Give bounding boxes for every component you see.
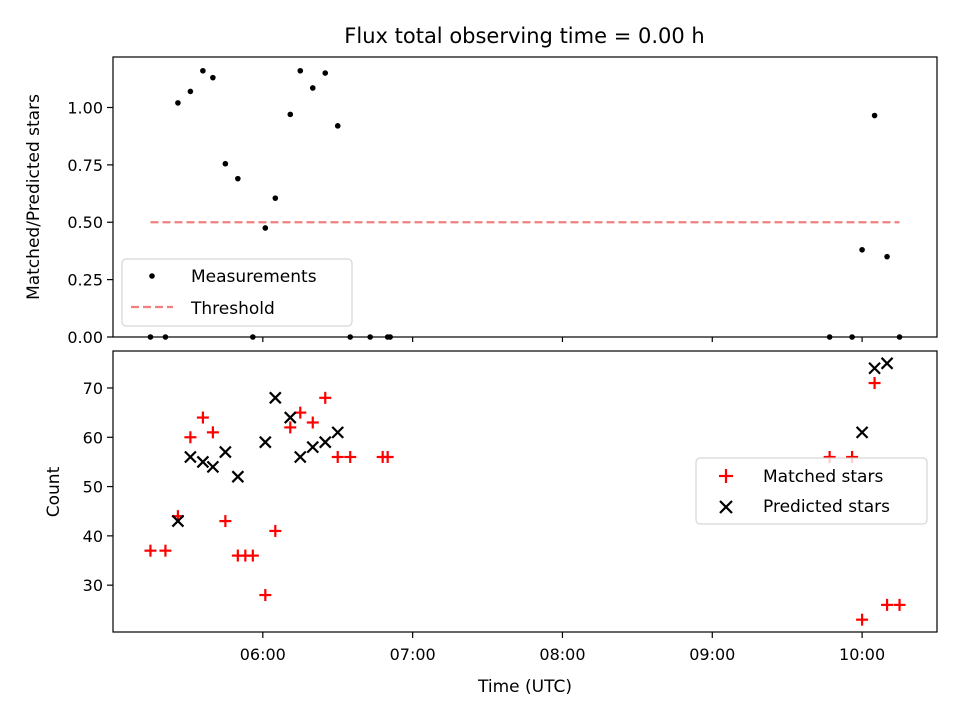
predicted-star-point xyxy=(231,470,245,483)
count-y-tick-label: 30 xyxy=(83,576,103,595)
predicted-star-point xyxy=(206,460,220,474)
predicted-star-point xyxy=(196,455,210,469)
predicted-star-point xyxy=(293,450,307,464)
ratio-plot-frame xyxy=(112,56,938,338)
matched-star-point xyxy=(331,450,344,463)
matched-star-point xyxy=(344,450,357,463)
ratio-y-tick-label: 0.75 xyxy=(67,156,103,175)
ratio-x-ticks xyxy=(262,337,863,342)
ratio-legend-box xyxy=(121,258,353,327)
ratio-y-tick-label: 0.25 xyxy=(67,271,103,290)
count-y-tick-label: 60 xyxy=(83,428,103,447)
ratio-y-tick-label: 1.00 xyxy=(67,98,103,117)
count-y-tick-label: 70 xyxy=(83,379,103,398)
predicted-star-point xyxy=(855,426,869,439)
measurement-point xyxy=(272,195,279,201)
predicted-star-point xyxy=(318,435,332,449)
measurement-point xyxy=(262,225,269,231)
count-plot-frame xyxy=(112,350,938,633)
predicted-star-point xyxy=(331,426,345,439)
matched-star-point xyxy=(219,515,232,528)
matched-star-point xyxy=(319,391,332,404)
measurement-point xyxy=(334,123,341,129)
chart-title: Flux total observing time = 0.00 h xyxy=(344,24,704,48)
predicted-star-point xyxy=(184,450,197,464)
ratio-marks xyxy=(147,67,903,340)
legend-threshold-label: Threshold xyxy=(190,299,275,319)
legend-matched-label: Matched stars xyxy=(763,467,883,487)
measurement-point xyxy=(200,67,206,74)
predicted-star-point xyxy=(284,411,297,424)
count-y-axis-label: Count xyxy=(44,466,64,517)
count-legend: Matched stars Predicted stars xyxy=(695,457,928,525)
measurement-point xyxy=(210,74,216,81)
ratio-y-tick-label: 0.00 xyxy=(67,328,103,347)
matched-star-point xyxy=(306,416,319,429)
ratio-y-tick-label: 0.50 xyxy=(67,213,103,232)
measurement-point xyxy=(859,246,865,253)
matched-star-point xyxy=(881,598,894,611)
legend-predicted-label: Predicted stars xyxy=(763,497,890,517)
count-x-tick-label: 10:00 xyxy=(839,645,885,664)
predicted-star-point xyxy=(259,435,272,449)
count-y-tick-label: 50 xyxy=(83,478,103,497)
matched-star-point xyxy=(259,589,272,602)
measurement-point xyxy=(222,160,229,167)
count-x-tick-label: 07:00 xyxy=(390,645,436,664)
count-x-tick-label: 09:00 xyxy=(689,645,735,664)
measurement-point xyxy=(297,67,304,74)
ratio-y-ticks: 0.00 0.25 0.50 0.75 1.00 xyxy=(67,98,113,347)
count-marks xyxy=(144,357,906,626)
count-panel: Count Time (UTC) 30 40 50 60 70 06:00 07:00 08… xyxy=(44,350,938,697)
predicted-star-point xyxy=(269,391,282,405)
legend-measurements-label: Measurements xyxy=(191,267,317,287)
measurement-point xyxy=(309,85,316,91)
matched-star-point xyxy=(868,377,881,390)
measurement-point xyxy=(175,100,181,106)
ratio-legend: Measurements Threshold xyxy=(121,258,353,327)
matched-star-point xyxy=(206,426,219,439)
count-x-ticks: 06:00 07:00 08:00 09:00 10:00 xyxy=(240,632,885,664)
matched-star-point xyxy=(381,450,394,463)
matched-star-point xyxy=(893,598,906,611)
measurement-point xyxy=(884,253,890,260)
count-x-tick-label: 08:00 xyxy=(539,645,585,664)
matched-star-point xyxy=(196,411,209,424)
measurement-point xyxy=(287,111,294,118)
matched-star-point xyxy=(184,431,197,444)
legend-matched-marker xyxy=(719,469,733,483)
predicted-star-point xyxy=(171,514,185,528)
count-y-ticks: 30 40 50 60 70 xyxy=(83,379,113,595)
matched-star-point xyxy=(159,544,172,557)
matched-star-point xyxy=(246,549,259,562)
count-legend-box xyxy=(695,457,928,525)
ratio-panel: Flux total observing time = 0.00 h Match… xyxy=(24,24,938,347)
legend-measurements-marker xyxy=(149,273,155,279)
matched-star-point xyxy=(144,544,157,557)
legend-predicted-marker xyxy=(719,500,733,514)
predicted-star-point xyxy=(868,361,881,375)
count-y-tick-label: 40 xyxy=(83,527,103,546)
measurement-point xyxy=(235,175,241,182)
measurement-point xyxy=(871,112,878,119)
measurement-point xyxy=(322,70,329,76)
predicted-star-point xyxy=(880,357,894,370)
ratio-y-axis-label: Matched/Predicted stars xyxy=(24,94,44,300)
measurement-point xyxy=(187,88,194,95)
matched-star-point xyxy=(856,613,869,626)
matched-star-point xyxy=(284,421,297,434)
predicted-star-point xyxy=(219,445,232,459)
count-x-tick-label: 06:00 xyxy=(240,645,286,664)
x-axis-label: Time (UTC) xyxy=(477,677,572,697)
matched-star-point xyxy=(269,524,282,537)
predicted-star-point xyxy=(306,440,320,454)
